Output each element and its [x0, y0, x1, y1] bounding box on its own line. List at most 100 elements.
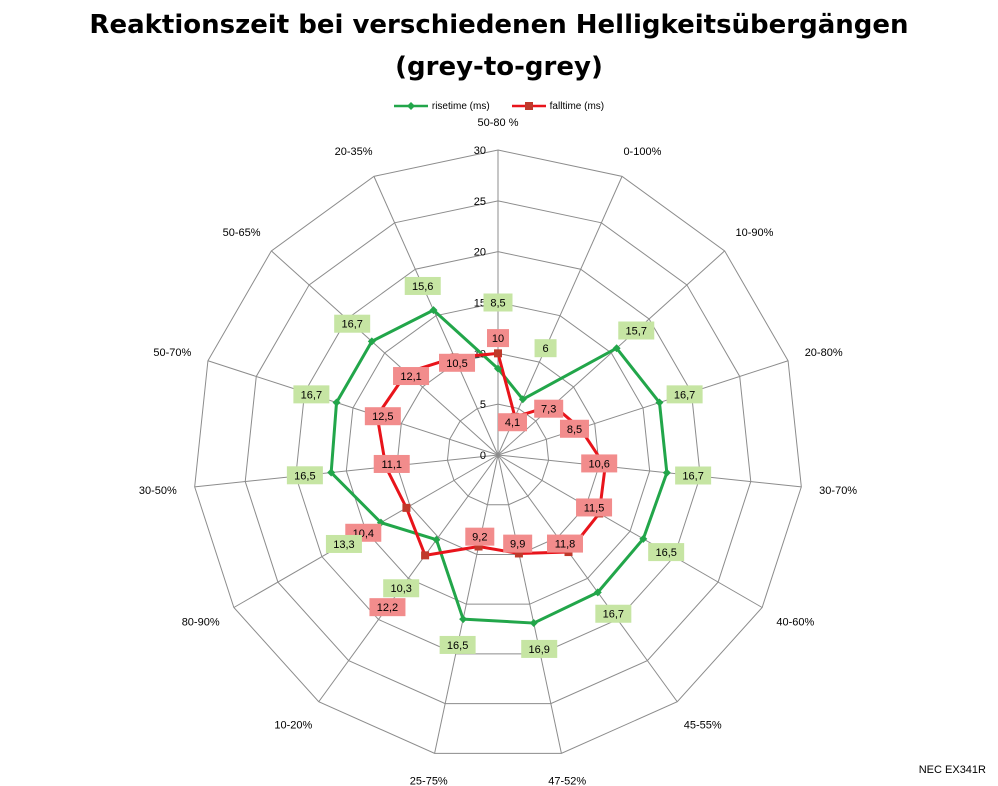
- series-0-point-12: [332, 398, 341, 407]
- series-1-label-12: 12,5: [372, 411, 393, 423]
- series-0-point-4: [662, 468, 671, 477]
- series-1-label-bg-14: [439, 353, 476, 372]
- series-0-point-11: [327, 468, 336, 477]
- series-0-label-bg-1: [534, 339, 557, 358]
- series-0-label-bg-9: [383, 579, 420, 598]
- grid-ring-5: [446, 403, 550, 506]
- series-1-label-5: 11,5: [584, 502, 605, 514]
- tick-label-30: 30: [474, 145, 486, 157]
- tick-label-5: 5: [480, 399, 486, 411]
- series-1-label-3: 8,5: [567, 424, 582, 436]
- series-1-label-14: 10,5: [446, 358, 467, 370]
- series-1-label-bg-5: [576, 498, 613, 517]
- grid-spoke-3: [497, 360, 789, 456]
- series-0-label-2: 15,7: [626, 326, 647, 338]
- legend-item-falltime: falltime (ms): [511, 100, 605, 112]
- series-0-point-1: [518, 395, 527, 404]
- grid-spoke-14: [373, 176, 499, 456]
- series-0-label-0: 8,5: [490, 298, 505, 310]
- footer-model: NEC EX341R: [918, 764, 986, 776]
- grid-spoke-8: [434, 454, 499, 754]
- series-0-label-3: 16,7: [674, 389, 695, 401]
- series-1-label-bg-13: [393, 367, 430, 386]
- series-0-label-bg-2: [618, 321, 655, 340]
- series-1-label-8: 9,2: [472, 532, 487, 544]
- series-0-label-bg-8: [439, 635, 476, 654]
- grid-spoke-9: [318, 454, 499, 703]
- grid-spoke-4: [497, 454, 802, 488]
- legend-label-risetime: risetime (ms): [431, 100, 490, 112]
- series-1-point-7: [514, 549, 523, 558]
- series-0-point-3: [655, 398, 664, 407]
- grid-spoke-11: [194, 454, 499, 488]
- series-0-label-4: 16,7: [682, 471, 703, 483]
- series-0-point-7: [529, 619, 538, 628]
- grid-ring-15: [345, 301, 651, 605]
- grid-spoke-13: [271, 250, 499, 456]
- series-1-label-1: 4,1: [505, 417, 520, 429]
- series-1-label-bg-1: [498, 413, 528, 432]
- series-0-label-bg-10: [325, 534, 362, 553]
- series-line-1: [375, 351, 607, 557]
- series-1-label-9: 12,2: [377, 602, 398, 614]
- grid-spoke-12: [207, 360, 499, 456]
- series-0-label-bg-12: [293, 385, 330, 404]
- grid-ring-25: [244, 200, 752, 705]
- series-1-label-bg-11: [373, 454, 410, 473]
- chart-title: Reaktionszeit bei verschiedenen Helligke…: [89, 10, 909, 40]
- series-0-label-7: 16,9: [529, 644, 550, 656]
- series-0-point-13: [367, 337, 376, 346]
- series-1-label-6: 11,8: [555, 539, 576, 551]
- series-0-point-2: [612, 344, 621, 353]
- series-0-label-bg-11: [286, 466, 323, 485]
- tick-label-0: 0: [480, 450, 486, 462]
- category-label-8: 25-75%: [410, 776, 448, 786]
- series-0-point-8: [459, 615, 468, 624]
- series-1-label-bg-6: [546, 534, 583, 553]
- category-label-7: 47-52%: [548, 776, 586, 786]
- category-label-0: 50-80 %: [478, 117, 519, 129]
- grid-spoke-1: [497, 176, 623, 456]
- series-1-label-0: 10: [492, 333, 504, 345]
- tick-label-25: 25: [474, 196, 486, 208]
- tick-label-15: 15: [474, 298, 486, 310]
- series-1-point-8: [474, 542, 483, 551]
- series-0-label-1: 6: [542, 343, 548, 355]
- series-0-label-5: 16,5: [655, 547, 676, 559]
- series-0-label-bg-6: [595, 604, 632, 623]
- category-label-4: 30-70%: [819, 485, 857, 497]
- grid-ring-30: [194, 149, 802, 754]
- series-0-label-10: 13,3: [333, 539, 354, 551]
- series-0-point-0: [494, 364, 502, 373]
- series-1-label-bg-4: [581, 454, 618, 473]
- series-1-label-bg-8: [465, 527, 495, 546]
- series-0-point-9: [432, 535, 441, 544]
- series-0-label-bg-7: [521, 639, 558, 658]
- series-0-label-14: 15,6: [412, 281, 433, 293]
- grid-spoke-2: [497, 250, 725, 456]
- grid-ring-20: [295, 251, 701, 655]
- series-0-label-bg-5: [648, 543, 685, 562]
- category-label-11: 30-50%: [139, 485, 177, 497]
- series-0-label-6: 16,7: [603, 609, 624, 621]
- category-label-9: 10-20%: [274, 719, 312, 731]
- series-1-point-10: [402, 503, 411, 512]
- series-1-label-bg-0: [487, 329, 509, 348]
- category-label-12: 50-70%: [153, 347, 191, 359]
- category-label-2: 10-90%: [735, 227, 773, 239]
- legend-item-risetime: risetime (ms): [393, 100, 490, 112]
- series-1-label-bg-2: [534, 399, 564, 418]
- series-1-label-7: 9,9: [510, 539, 525, 551]
- series-0-label-13: 16,7: [341, 319, 362, 331]
- category-label-3: 20-80%: [805, 347, 843, 359]
- series-0-point-14: [429, 306, 438, 315]
- series-1-point-0: [494, 349, 502, 358]
- category-label-10: 80-90%: [182, 617, 220, 629]
- series-1-point-9: [421, 551, 430, 560]
- category-label-5: 40-60%: [776, 617, 814, 629]
- chart-subtitle: (grey-to-grey): [395, 52, 603, 82]
- legend-label-falltime: falltime (ms): [549, 100, 605, 112]
- series-0-label-bg-3: [666, 385, 703, 404]
- grid-spoke-5: [497, 454, 763, 608]
- category-label-14: 20-35%: [335, 146, 373, 158]
